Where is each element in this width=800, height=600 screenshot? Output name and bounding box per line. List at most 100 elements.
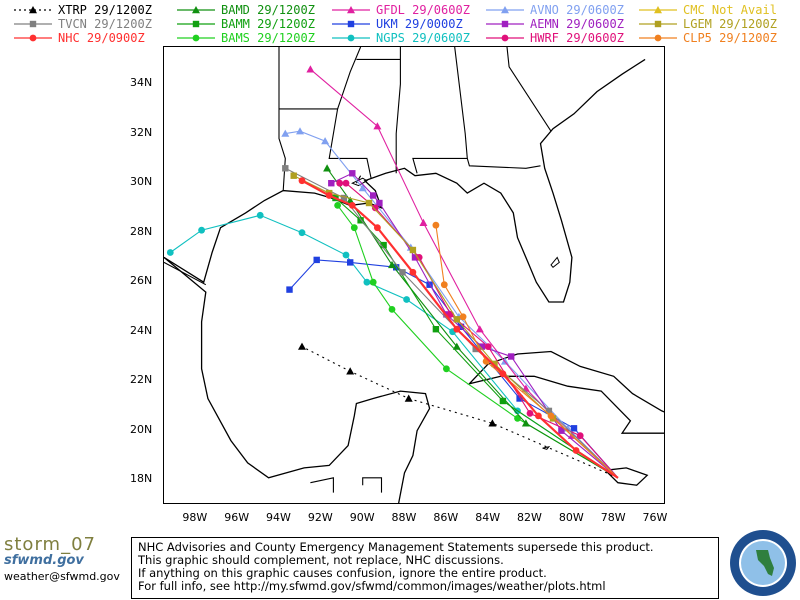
track-point-lgem (491, 360, 498, 368)
track-point-ngps (403, 296, 410, 303)
track-point-ukm (457, 323, 465, 330)
political-border (395, 47, 401, 174)
track-point-lgem (409, 246, 417, 254)
cayman-coastline (542, 446, 551, 450)
legend-item-lgem: LGEM 29/1200Z (637, 17, 777, 31)
circle-marker-icon (177, 34, 215, 42)
sfwmd-logo-text: sfwmd.gov (4, 553, 84, 568)
track-point-hwrf (576, 432, 584, 440)
track-point-aemn (508, 353, 515, 360)
map-canvas (164, 47, 664, 503)
track-point-avno (358, 184, 367, 192)
disclaimer-line: If anything on this graphic causes confu… (138, 566, 547, 580)
track-ngps (169, 214, 619, 479)
track-point-bams (369, 278, 377, 286)
sfwmd-seal-icon (730, 530, 796, 596)
cuba-coastline (467, 350, 664, 434)
track-point-bams (334, 202, 341, 209)
latitude-label: 32N (130, 125, 153, 139)
track-point-tvcn (340, 194, 348, 202)
legend-text: LGEM 29/1200Z (683, 17, 777, 31)
latitude-label: 26N (130, 274, 153, 288)
track-point-bamd (452, 342, 461, 350)
latitude-label: 30N (130, 175, 153, 189)
track-point-hwrf (484, 343, 492, 350)
triangle-marker-icon (486, 6, 524, 14)
track-point-aemn (558, 427, 565, 434)
track-point-aemn (478, 343, 486, 350)
disclaimer-line[interactable]: For full info, see http://my.sfwmd.gov/s… (138, 579, 606, 593)
legend-text: AEMN 29/0600Z (530, 17, 624, 31)
triangle-marker-icon (177, 6, 215, 14)
track-point-bamd (323, 164, 332, 172)
track-point-avno (281, 129, 290, 137)
track-xtrp (301, 346, 619, 479)
disclaimer-line: This graphic should complement, not repl… (138, 553, 504, 567)
track-point-bams (388, 306, 396, 313)
track-point-ukm (516, 395, 523, 402)
storm-name: storm_07 (4, 534, 96, 555)
gulf-of-mexico-map (163, 46, 665, 504)
track-point-bams (514, 415, 521, 422)
track-point-tvcn (399, 269, 406, 276)
square-marker-icon (14, 20, 52, 28)
track-point-clp5 (432, 221, 440, 229)
political-border (506, 47, 552, 132)
track-point-nhc (409, 268, 417, 276)
circle-marker-icon (639, 34, 677, 42)
track-point-hwrf (526, 410, 534, 417)
track-point-bamm (499, 397, 507, 405)
legend-item-bams: BAMS 29/1200Z (175, 31, 315, 45)
longitude-label: 82W (517, 511, 542, 524)
latitude-label: 20N (130, 422, 153, 436)
legend-item-xtrp: XTRP 29/1200Z (12, 3, 152, 17)
track-point-tvcn (282, 165, 289, 172)
legend-text: NHC 29/0900Z (58, 31, 145, 45)
track-point-gfdl (306, 65, 315, 73)
track-point-hwrf (371, 204, 379, 212)
track-bamm (335, 197, 619, 479)
track-point-hwrf (415, 254, 423, 261)
track-point-bams (350, 224, 358, 232)
legend-text: GFDL 29/0600Z (376, 3, 470, 17)
legend-text: CLP5 29/1200Z (683, 31, 777, 45)
track-point-aemn (376, 199, 383, 207)
legend-item-clp5: CLP5 29/1200Z (637, 31, 777, 45)
track-point-nhc (325, 192, 333, 199)
longitude-label: 86W (433, 511, 459, 524)
circle-marker-icon (486, 34, 524, 42)
track-point-ukm (347, 259, 354, 266)
longitude-label: 78W (600, 511, 626, 524)
longitude-label: 96W (224, 511, 250, 524)
legend-item-ukm: UKM 29/0000Z (330, 17, 463, 31)
track-point-gfdl (373, 122, 382, 130)
disclaimer-box: NHC Advisories and County Emergency Mana… (131, 537, 719, 599)
longitude-label: 98W (182, 511, 208, 524)
track-point-bamd (346, 196, 355, 204)
legend-text: TVCN 29/1200Z (58, 17, 152, 31)
footer-branding: storm_07 sfwmd.gov weather@sfwmd.gov (4, 534, 120, 583)
mexico-coastline (164, 256, 431, 503)
political-border (310, 477, 334, 493)
square-marker-icon (486, 20, 524, 28)
track-point-xtrp (404, 394, 413, 402)
track-point-aemn (411, 254, 419, 261)
latitude-label: 34N (130, 76, 153, 90)
track-point-aemn (349, 170, 356, 177)
track-point-ukm (313, 256, 320, 264)
track-point-hwrf (342, 179, 350, 187)
square-marker-icon (177, 20, 215, 28)
longitude-label: 90W (349, 511, 375, 524)
track-point-xtrp (298, 342, 306, 350)
legend-item-aemn: AEMN 29/0600Z (484, 17, 624, 31)
political-border (466, 158, 541, 169)
track-point-nhc (453, 325, 461, 333)
contact-email[interactable]: weather@sfwmd.gov (4, 570, 120, 583)
legend-item-ngps: NGPS 29/0600Z (330, 31, 470, 45)
track-point-avno (296, 127, 304, 135)
square-marker-icon (639, 20, 677, 28)
track-point-lgem (453, 316, 460, 323)
track-point-bamd (521, 419, 530, 427)
legend-text: HWRF 29/0600Z (530, 31, 624, 45)
track-point-avno (321, 137, 330, 145)
